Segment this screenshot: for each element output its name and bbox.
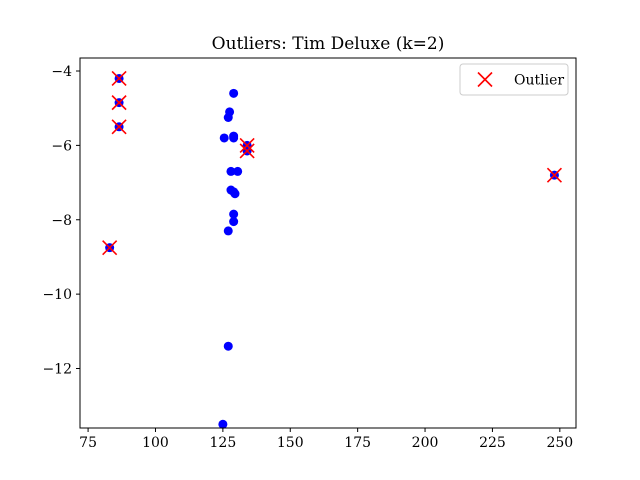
outlier-marker — [546, 167, 563, 183]
legend-outlier-marker — [477, 71, 493, 88]
data-point — [219, 133, 229, 143]
x-axis: 75 100 125 150 175 200 225 250 — [79, 428, 573, 451]
x-tick-label: 175 — [344, 435, 371, 451]
plot-frame — [79, 57, 577, 429]
outlier-marker — [111, 70, 127, 87]
x-tick-label: 75 — [79, 435, 97, 451]
data-point — [229, 88, 239, 98]
x-tick-label: 200 — [412, 435, 439, 451]
y-tick-label: −4 — [51, 64, 72, 80]
x-tick-label: 100 — [142, 435, 169, 451]
x-tick-label: 125 — [210, 435, 237, 451]
outlier-marker — [102, 240, 118, 256]
data-point — [233, 166, 243, 176]
x-tick-label: 225 — [479, 435, 506, 451]
data-point — [230, 189, 240, 199]
y-tick-label: −8 — [51, 213, 72, 229]
legend-label-outlier: Outlier — [514, 73, 564, 89]
x-tick-label: 250 — [546, 435, 573, 451]
legend: Outlier — [459, 63, 569, 96]
data-point — [218, 419, 228, 429]
y-tick-label: −6 — [51, 138, 72, 154]
data-point — [229, 217, 239, 227]
outlier-marker — [239, 137, 255, 153]
x-tick-label: 150 — [277, 435, 304, 451]
legend-box — [459, 63, 569, 96]
chart-title: Outliers: Tim Deluxe (k=2) — [212, 34, 445, 54]
plot-points — [105, 73, 559, 429]
data-point — [229, 209, 239, 219]
outlier-marker — [111, 95, 127, 111]
data-point — [223, 226, 233, 236]
data-point — [226, 166, 236, 176]
outlier-marker — [239, 143, 255, 159]
outlier-marker — [111, 119, 127, 135]
data-point — [229, 133, 239, 143]
y-tick-label: −12 — [42, 362, 72, 378]
data-point — [223, 341, 233, 351]
data-point — [223, 112, 233, 122]
y-axis: −12 −10 −8 −6 −4 — [42, 64, 80, 378]
y-tick-label: −10 — [42, 287, 72, 303]
plot-outliers — [102, 70, 563, 256]
